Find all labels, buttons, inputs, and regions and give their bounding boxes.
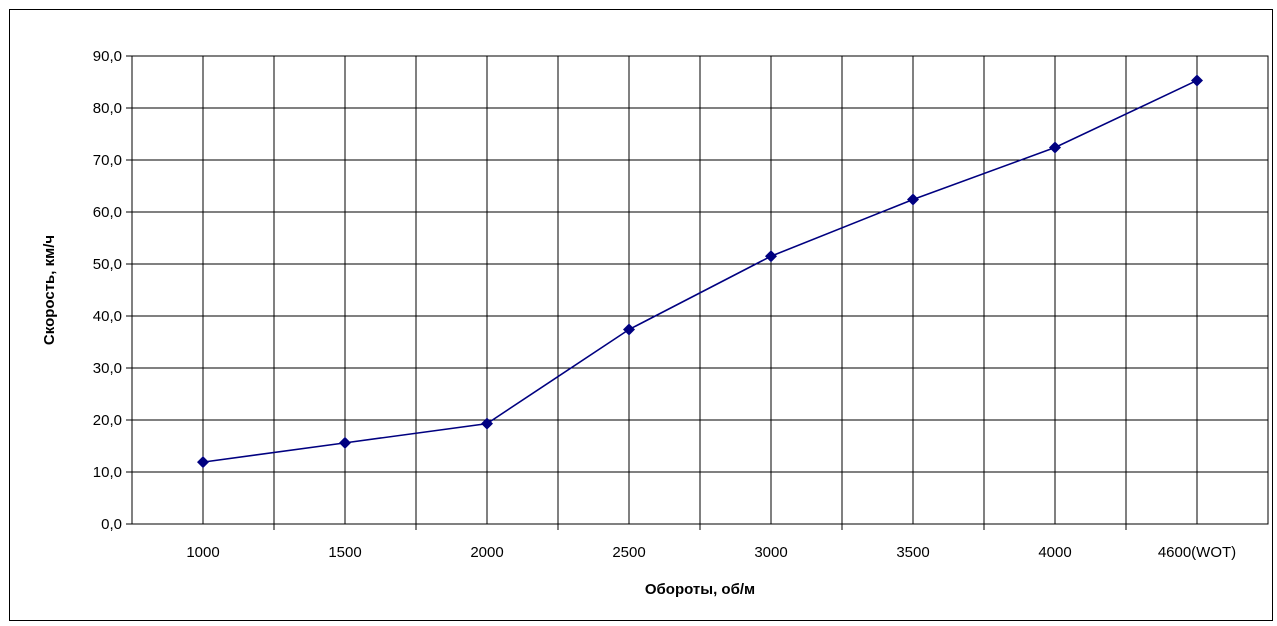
data-point-marker <box>197 456 209 469</box>
x-tick-labels: 1000 1500 2000 2500 3000 3500 4000 4600(WOT) <box>186 544 1236 561</box>
x-tick-label: 1000 <box>186 544 219 561</box>
y-tick-label: 0,0 <box>101 516 122 533</box>
series-line <box>202 79 1198 463</box>
y-tick-label: 20,0 <box>93 412 122 429</box>
x-tick-label: 4600(WOT) <box>1158 544 1236 561</box>
plot-area-border <box>131 55 1269 525</box>
x-tick-label: 2500 <box>612 544 645 561</box>
grid <box>132 55 1268 525</box>
y-tick-label: 50,0 <box>93 256 122 273</box>
y-axis-title: Скорость, км/ч <box>41 235 58 345</box>
axes <box>126 55 1269 530</box>
data-point-marker <box>1191 74 1203 87</box>
x-tick-label: 3000 <box>754 544 787 561</box>
y-tick-label: 90,0 <box>93 48 122 65</box>
data-point-marker <box>907 193 919 206</box>
data-point-marker <box>339 436 351 449</box>
y-tick-label: 10,0 <box>93 464 122 481</box>
line-chart: 0,010,020,030,040,050,060,070,080,090,0 … <box>41 48 1269 598</box>
x-axis-title: Обороты, об/м <box>645 581 755 598</box>
x-tick-label: 1500 <box>328 544 361 561</box>
y-tick-label: 40,0 <box>93 308 122 325</box>
data-series <box>197 74 1203 469</box>
y-tick-label: 80,0 <box>93 100 122 117</box>
x-tick-label: 3500 <box>896 544 929 561</box>
y-tick-label: 60,0 <box>93 204 122 221</box>
y-tick-label: 70,0 <box>93 152 122 169</box>
data-point-marker <box>481 417 493 430</box>
chart-frame: 0,0 10,0 20,0 30,0 40,0 50,0 60,0 70,0 80,0 90,0 … <box>9 9 1273 621</box>
data-point-marker <box>765 250 777 263</box>
x-tick-label: 2000 <box>470 544 503 561</box>
x-tick-label: 4000 <box>1038 544 1071 561</box>
data-point-marker <box>623 323 635 336</box>
y-tick-labels: 0,0 10,0 20,0 30,0 40,0 50,0 60,0 70,0 80,0 90,0 <box>93 48 122 533</box>
y-tick-label: 30,0 <box>93 360 122 377</box>
data-point-marker <box>1049 141 1061 154</box>
